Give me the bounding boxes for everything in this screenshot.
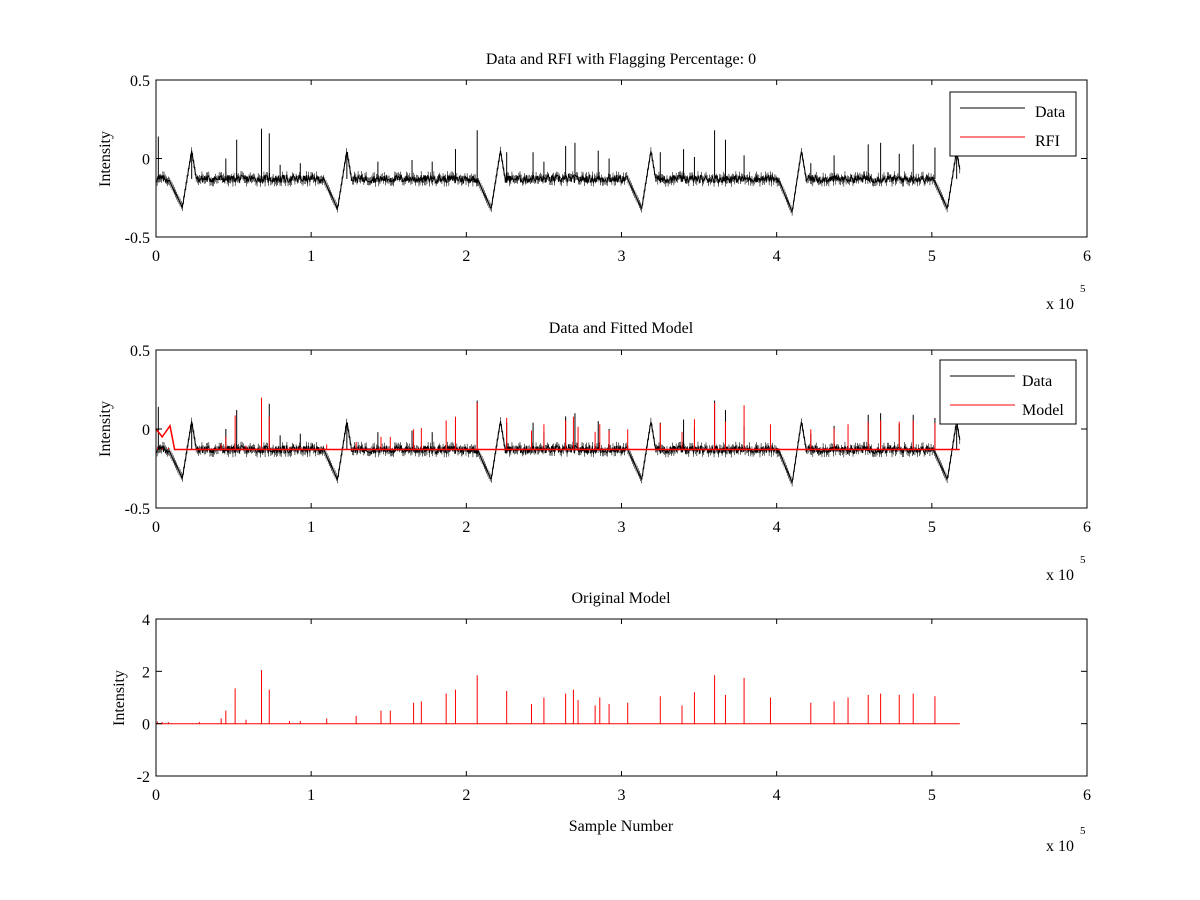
panel-2-xtick-label: 1 — [307, 519, 315, 536]
panel-2-ticks: 0 1 2 3 4 5 60.50-0.5 — [125, 343, 1091, 536]
panel-3-xtick-label: 5 — [928, 787, 936, 804]
panel-2-xtick-label: 6 — [1083, 519, 1091, 536]
panel-2-model-series-line — [155, 423, 960, 451]
panel-2-ytick-label: 0.5 — [130, 343, 150, 360]
panel-3-ytick-label: 4 — [142, 612, 150, 629]
panel-2-xtick-label: 4 — [773, 519, 781, 536]
panel-3-xtick-label: 1 — [307, 787, 315, 804]
panel-1-xtick-label: 1 — [307, 248, 315, 265]
panel-2-ylabel: Intensity — [97, 401, 114, 457]
panel-3-ylabel: Intensity — [111, 670, 128, 726]
panel-1-x-exponent-label: x 10 — [1046, 296, 1074, 313]
panel-2-plot-area — [155, 397, 961, 487]
panel-2-legend-model-label: Model — [1022, 402, 1064, 419]
panel-1-title: Data and RFI with Flagging Percentage: 0 — [486, 51, 756, 68]
panel-1-legend-box — [949, 91, 1077, 157]
panel-3-ytick-label: 0 — [142, 717, 150, 734]
panel-1-xtick-label: 5 — [928, 248, 936, 265]
panel-2-x-exponent-label: x 10 — [1046, 567, 1074, 584]
panel-3-xtick-label: 4 — [773, 787, 781, 804]
panel-1-ytick-label: 0.5 — [130, 73, 150, 90]
panel-1-xtick-label: 3 — [618, 248, 626, 265]
panel-2-xtick-label: 5 — [928, 519, 936, 536]
panel-1-legend-rfi-label: RFI — [1035, 133, 1060, 150]
panel-1-xtick-label: 4 — [773, 248, 781, 265]
panel-3-xtick-label: 2 — [462, 787, 470, 804]
panel-3-x-exponent: x 10 5 — [1046, 825, 1086, 855]
panel-2-title: Data and Fitted Model — [549, 320, 694, 337]
panel-3-xtick-label: 0 — [152, 787, 160, 804]
panel-1-ytick-label: -0.5 — [125, 230, 150, 247]
panel-1-ylabel: Intensity — [97, 131, 114, 187]
panel-2-xtick-label: 0 — [152, 519, 160, 536]
panel-3-ytick-label: 2 — [142, 664, 150, 681]
panel-2-legend-data-label: Data — [1022, 373, 1052, 390]
panel-3-xtick-label: 6 — [1083, 787, 1091, 804]
panel-1-xtick-label: 2 — [462, 248, 470, 265]
panel-1-plot-area — [155, 128, 961, 216]
panel-3-x-exponent-label: x 10 — [1046, 838, 1074, 855]
panel-2-xtick-label: 3 — [618, 519, 626, 536]
panel-2-legend: Data Model — [939, 359, 1077, 425]
panel-1-xtick-label: 0 — [152, 248, 160, 265]
panel-3-title: Original Model — [571, 590, 671, 607]
panel-3-ytick-label: -2 — [137, 769, 150, 786]
panel-1-xtick-label: 6 — [1083, 248, 1091, 265]
panel-2-x-exponent-power: 5 — [1080, 554, 1086, 566]
panel-3-x-exponent-power: 5 — [1080, 825, 1086, 837]
panel-1-ticks: 0 1 2 3 4 5 60.50-0.5 — [125, 73, 1091, 265]
panel-1-ytick-label: 0 — [142, 152, 150, 169]
panel-2-ytick-label: 0 — [142, 422, 150, 439]
panel-2-xtick-label: 2 — [462, 519, 470, 536]
panel-3: Original Model Intensity Sample Number 0… — [111, 590, 1091, 855]
panel-1-x-exponent-power: 5 — [1080, 283, 1086, 295]
panel-3-xlabel: Sample Number — [569, 818, 674, 835]
panel-1: Data and RFI with Flagging Percentage: 0… — [97, 51, 1091, 313]
panel-1-x-exponent: x 10 5 — [1046, 283, 1086, 313]
panel-2: Data and Fitted Model Intensity 0 1 2 3 4 5 6 0… — [97, 320, 1091, 584]
panel-3-xtick-label: 3 — [618, 787, 626, 804]
panel-2-x-exponent: x 10 5 — [1046, 554, 1086, 584]
panel-1-legend: Data RFI — [949, 91, 1077, 157]
panel-3-plot-area — [156, 670, 960, 725]
panel-2-ytick-label: -0.5 — [125, 501, 150, 518]
panel-1-legend-data-label: Data — [1035, 104, 1065, 121]
panel-2-legend-box — [939, 359, 1077, 425]
